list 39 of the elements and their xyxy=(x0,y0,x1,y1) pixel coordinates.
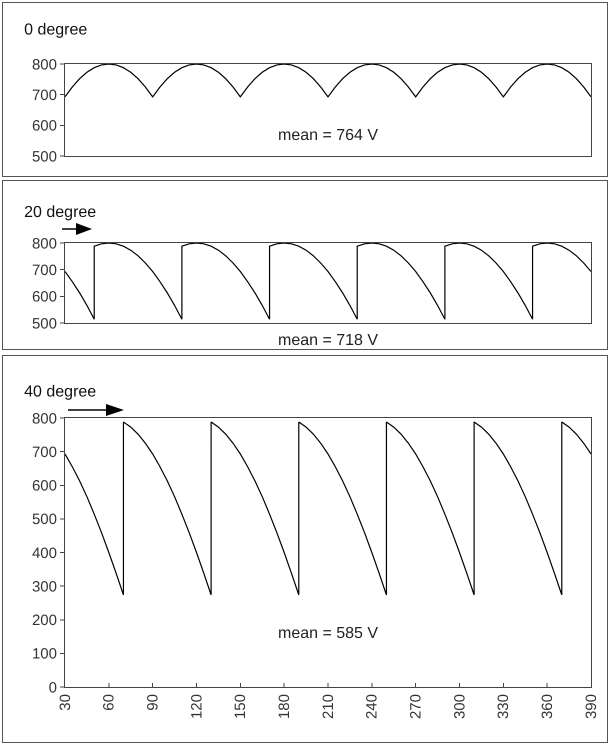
x-tick-label: 60 xyxy=(100,694,118,711)
chart-title: 20 degree xyxy=(24,204,96,221)
y-tick-label: 800 xyxy=(32,235,57,252)
y-tick-label: 500 xyxy=(32,315,57,332)
y-tick-label: 700 xyxy=(32,262,57,279)
y-tick-label: 300 xyxy=(32,578,57,596)
line-series xyxy=(65,421,591,596)
y-tick-label: 800 xyxy=(32,56,57,74)
y-tick-label: 100 xyxy=(32,646,57,663)
chart-title: 40 degree xyxy=(24,383,96,400)
chart-title: 0 degree xyxy=(24,22,88,39)
x-tick-label: 360 xyxy=(539,694,556,720)
line-series xyxy=(65,64,591,98)
y-tick-label: 700 xyxy=(32,86,57,104)
annotation: mean = 764 V xyxy=(278,127,378,144)
x-tick-label: 390 xyxy=(582,694,600,720)
x-tick-label: 30 xyxy=(56,694,74,711)
y-tick-label: 400 xyxy=(32,544,57,562)
x-tick-label: 330 xyxy=(495,694,512,720)
x-tick-label: 270 xyxy=(408,694,425,720)
y-tick-label: 600 xyxy=(32,118,57,135)
x-tick-label: 150 xyxy=(232,694,250,720)
x-tick-label: 90 xyxy=(144,694,162,711)
x-tick-label: 240 xyxy=(364,694,381,720)
x-tick-label: 180 xyxy=(276,694,294,720)
y-tick-label: 600 xyxy=(32,288,57,306)
x-tick-label: 300 xyxy=(451,694,468,720)
y-tick-label: 500 xyxy=(32,148,57,166)
y-tick-label: 200 xyxy=(32,612,57,629)
y-tick-label: 600 xyxy=(32,478,57,494)
line-series xyxy=(65,243,591,320)
y-tick-label: 500 xyxy=(32,511,57,528)
x-tick-label: 120 xyxy=(188,694,206,720)
text: mean = 718 V xyxy=(278,332,378,349)
annotation: mean = 585 V xyxy=(278,625,378,642)
x-tick-label: 210 xyxy=(320,694,337,720)
y-tick-label: 0 xyxy=(48,679,57,696)
y-tick-label: 700 xyxy=(32,444,57,461)
y-tick-label: 800 xyxy=(32,410,57,428)
